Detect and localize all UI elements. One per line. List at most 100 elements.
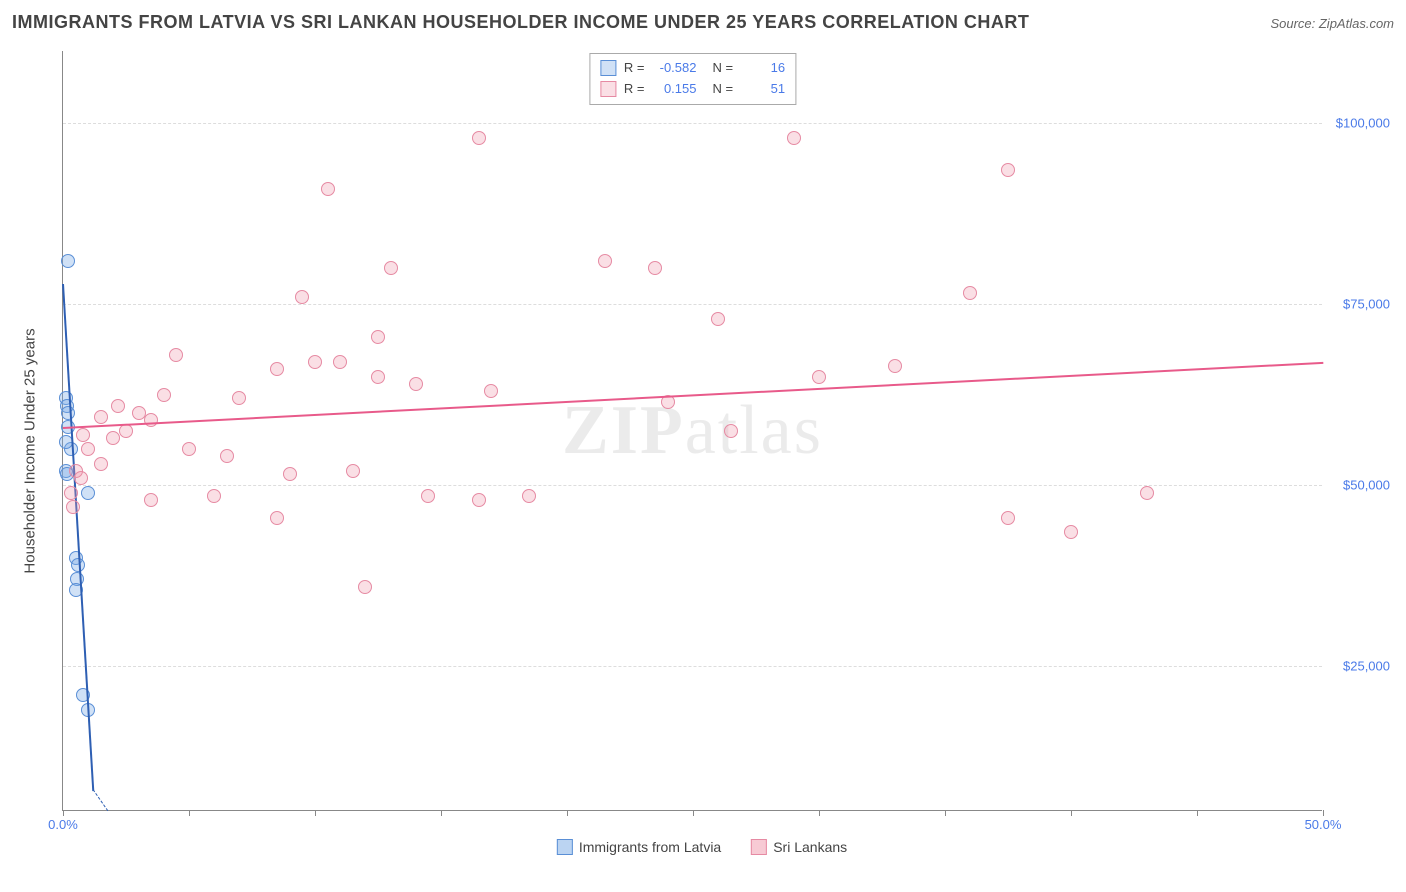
scatter-point xyxy=(81,442,95,456)
scatter-point xyxy=(61,406,75,420)
legend-r-value: -0.582 xyxy=(651,58,697,79)
scatter-point xyxy=(66,500,80,514)
y-tick-label: $100,000 xyxy=(1328,116,1390,131)
legend-swatch xyxy=(751,839,767,855)
scatter-point xyxy=(144,493,158,507)
scatter-point xyxy=(384,261,398,275)
y-axis-label: Householder Income Under 25 years xyxy=(22,328,39,573)
legend-n-value: 16 xyxy=(739,58,785,79)
legend-correlation-row: R = 0.155 N =51 xyxy=(600,79,785,100)
scatter-point xyxy=(484,384,498,398)
scatter-point xyxy=(94,457,108,471)
scatter-point xyxy=(144,413,158,427)
scatter-point xyxy=(648,261,662,275)
watermark: ZIPatlas xyxy=(562,391,823,471)
scatter-point xyxy=(106,431,120,445)
scatter-point xyxy=(421,489,435,503)
scatter-point xyxy=(1064,525,1078,539)
scatter-point xyxy=(308,355,322,369)
trend-line-extrapolated xyxy=(93,789,109,811)
scatter-point xyxy=(472,493,486,507)
trend-line xyxy=(63,362,1323,429)
gridline xyxy=(63,666,1322,667)
legend-series-item: Immigrants from Latvia xyxy=(557,839,721,855)
scatter-point xyxy=(711,312,725,326)
scatter-point xyxy=(963,286,977,300)
scatter-point xyxy=(321,182,335,196)
legend-n-label: N = xyxy=(713,58,734,79)
scatter-point xyxy=(472,131,486,145)
scatter-point xyxy=(1001,511,1015,525)
scatter-point xyxy=(371,370,385,384)
scatter-point xyxy=(232,391,246,405)
scatter-point xyxy=(812,370,826,384)
y-tick-label: $25,000 xyxy=(1328,659,1390,674)
legend-swatch xyxy=(600,60,616,76)
x-tick-label: 0.0% xyxy=(48,817,78,832)
scatter-point xyxy=(598,254,612,268)
y-tick-label: $50,000 xyxy=(1328,478,1390,493)
scatter-point xyxy=(169,348,183,362)
trend-line xyxy=(62,284,94,791)
gridline xyxy=(63,485,1322,486)
scatter-point xyxy=(94,410,108,424)
legend-series-label: Immigrants from Latvia xyxy=(579,839,721,855)
x-tick xyxy=(63,810,64,816)
legend-series-label: Sri Lankans xyxy=(773,839,847,855)
legend-r-label: R = xyxy=(624,79,645,100)
x-tick xyxy=(819,810,820,816)
scatter-point xyxy=(1140,486,1154,500)
x-tick xyxy=(189,810,190,816)
scatter-point xyxy=(81,486,95,500)
gridline xyxy=(63,304,1322,305)
x-tick xyxy=(315,810,316,816)
scatter-point xyxy=(111,399,125,413)
legend-swatch xyxy=(600,81,616,97)
x-tick xyxy=(567,810,568,816)
scatter-point xyxy=(74,471,88,485)
x-tick xyxy=(1071,810,1072,816)
legend-r-label: R = xyxy=(624,58,645,79)
x-tick xyxy=(945,810,946,816)
legend-series: Immigrants from Latvia Sri Lankans xyxy=(557,839,847,855)
scatter-point xyxy=(76,428,90,442)
scatter-point xyxy=(409,377,423,391)
scatter-point xyxy=(522,489,536,503)
scatter-point xyxy=(270,511,284,525)
y-tick-label: $75,000 xyxy=(1328,297,1390,312)
scatter-point xyxy=(61,254,75,268)
gridline xyxy=(63,123,1322,124)
plot-area: ZIPatlas R =-0.582N =16R =0.155N =51 $25… xyxy=(62,51,1322,811)
scatter-point xyxy=(787,131,801,145)
scatter-point xyxy=(207,489,221,503)
scatter-point xyxy=(1001,163,1015,177)
x-tick xyxy=(441,810,442,816)
x-tick xyxy=(1197,810,1198,816)
scatter-point xyxy=(358,580,372,594)
scatter-point xyxy=(220,449,234,463)
scatter-point xyxy=(371,330,385,344)
chart-container: Householder Income Under 25 years ZIPatl… xyxy=(12,41,1392,861)
legend-n-value: 51 xyxy=(739,79,785,100)
scatter-point xyxy=(270,362,284,376)
scatter-point xyxy=(888,359,902,373)
scatter-point xyxy=(119,424,133,438)
scatter-point xyxy=(724,424,738,438)
scatter-point xyxy=(283,467,297,481)
scatter-point xyxy=(157,388,171,402)
legend-r-value: 0.155 xyxy=(651,79,697,100)
chart-title: IMMIGRANTS FROM LATVIA VS SRI LANKAN HOU… xyxy=(12,12,1029,33)
legend-correlation-row: R = -0.582 N =16 xyxy=(600,58,785,79)
x-tick-label: 50.0% xyxy=(1305,817,1342,832)
scatter-point xyxy=(333,355,347,369)
scatter-point xyxy=(346,464,360,478)
scatter-point xyxy=(182,442,196,456)
source-label: Source: ZipAtlas.com xyxy=(1270,16,1394,31)
legend-correlation: R = -0.582 N =16 R = 0.155 N =51 xyxy=(589,53,796,105)
x-tick xyxy=(1323,810,1324,816)
x-tick xyxy=(693,810,694,816)
legend-n-label: N = xyxy=(713,79,734,100)
scatter-point xyxy=(295,290,309,304)
legend-swatch xyxy=(557,839,573,855)
scatter-point xyxy=(64,486,78,500)
